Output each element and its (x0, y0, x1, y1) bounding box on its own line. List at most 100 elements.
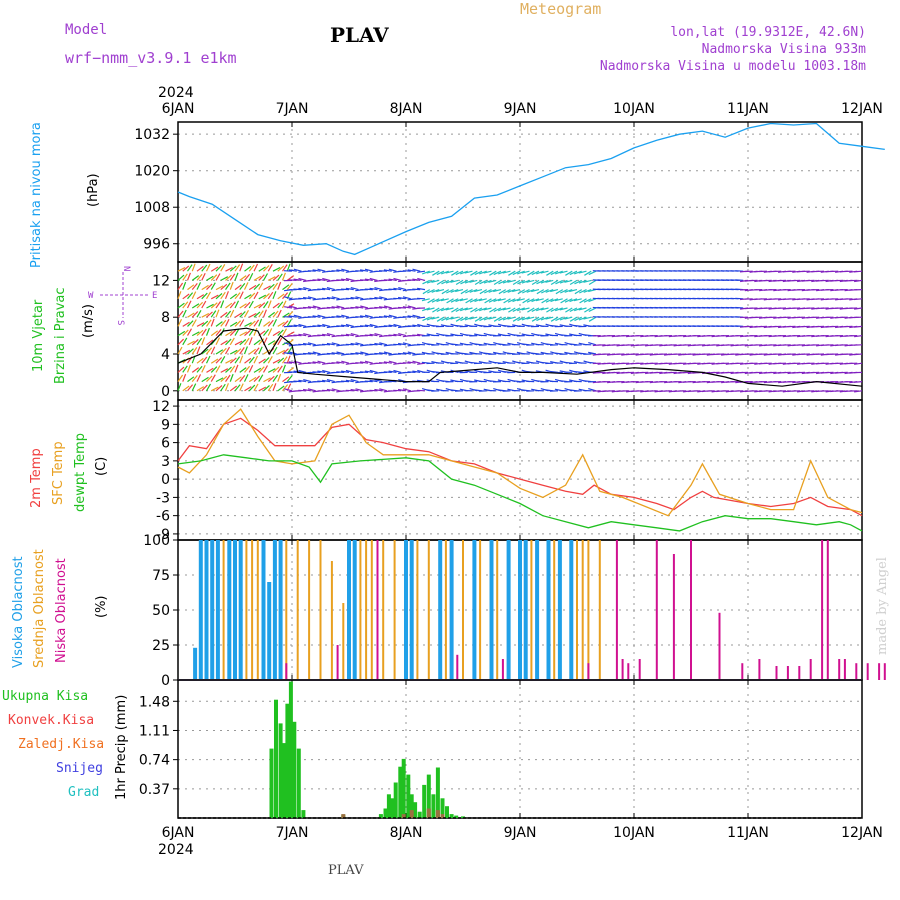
wind-barb (545, 279, 554, 283)
rain-bar (454, 815, 459, 818)
wind-barb (393, 277, 402, 281)
wind-barb (239, 355, 244, 364)
wind-barb (225, 302, 233, 309)
wind-barb (336, 361, 345, 364)
wind-barb (336, 305, 345, 309)
wind-barb (196, 337, 203, 346)
wind-barb (516, 298, 525, 302)
wind-barb (421, 298, 430, 302)
wind-barb (474, 307, 483, 312)
wind-barb (239, 303, 247, 309)
wind-barb (215, 357, 223, 364)
wind-barb (177, 346, 183, 355)
wind-barb (177, 310, 184, 318)
wind-barb (383, 279, 392, 281)
top-x-tick-label: 12JAN (841, 101, 883, 117)
wind-barb (283, 362, 293, 364)
wind-barb (379, 296, 388, 300)
wind-barb (569, 270, 578, 276)
wind-barb (206, 303, 214, 309)
wind-barb (474, 316, 483, 322)
wind-barb (388, 334, 397, 337)
wind-barb (483, 279, 492, 284)
wind-barb (177, 330, 186, 337)
rain-bar (285, 703, 290, 818)
wind-barb (341, 370, 350, 373)
frozen-rain-bar (440, 814, 445, 818)
wind-barb (229, 301, 236, 309)
low-cloud-bar (456, 654, 459, 680)
wind-barb (398, 287, 407, 291)
precip-panel: 0.37 0.74 1.11 1.48 (139, 679, 863, 819)
wind-barb (412, 370, 421, 373)
low-cloud-bar (615, 540, 618, 680)
precip-ytick-label: 1.11 (139, 723, 170, 739)
low-cloud-bar (621, 659, 624, 680)
wind-barb (341, 268, 350, 272)
wind-barb (383, 325, 392, 327)
mid-cloud-bar (581, 540, 584, 680)
wind-barb (272, 366, 280, 373)
wind-barb (286, 331, 295, 337)
wind-barb (253, 383, 259, 392)
mid-cloud-bar (587, 540, 590, 680)
wind-barb (210, 366, 218, 373)
pressure-ytick-label: 1032 (134, 127, 170, 143)
wind-barb (545, 298, 554, 303)
wind-barb (588, 307, 597, 312)
wind-barb (564, 316, 573, 320)
legend-grad: Grad (68, 785, 99, 800)
wind-barb (583, 279, 592, 283)
temp-2m-line (177, 417, 863, 517)
model-altitude-label: Nadmorska Visina u modelu 1003.18m (600, 59, 866, 74)
wind-barb (225, 366, 232, 373)
wind-barb (248, 312, 257, 318)
wind-barb (574, 289, 583, 295)
precip-unit: 1hr Precip (mm) (114, 695, 129, 800)
wind-barb (267, 283, 275, 291)
wind-barb (317, 288, 326, 291)
bottom-year: 2024 (158, 842, 194, 858)
wind-barb (201, 292, 208, 300)
wind-barb (374, 287, 383, 291)
wind-barb (488, 316, 497, 320)
wind-barb (393, 323, 402, 327)
rain-bar (274, 699, 278, 818)
wind-barb (220, 311, 228, 318)
wind-barb (431, 289, 440, 293)
frozen-rain-bar (409, 810, 414, 818)
wind-barb (540, 316, 549, 321)
mid-cloud-bar (462, 540, 464, 680)
wind-barb (464, 316, 473, 321)
wind-barb (360, 269, 369, 272)
wind-barb (336, 315, 345, 318)
wind-barb (578, 316, 587, 321)
wind-barb (284, 306, 293, 309)
wind-barb (503, 298, 511, 304)
wind-barb (455, 279, 464, 286)
wind-barb (210, 318, 215, 327)
wind-barb (378, 362, 388, 364)
wind-barb (187, 320, 194, 327)
wind-barb (258, 310, 264, 318)
wind-barb (244, 337, 250, 346)
wind-barb (483, 316, 492, 321)
wind-barb (239, 291, 244, 300)
wind-barb (263, 329, 270, 336)
wind-barb (248, 292, 256, 300)
wind-barb (355, 306, 364, 309)
wind-barb (507, 289, 516, 293)
wind-barb (460, 316, 469, 322)
wind-barb (277, 293, 285, 300)
wind-barb (286, 283, 293, 290)
wind-barb (550, 270, 559, 276)
wind-barb (421, 270, 430, 275)
wind-barb (350, 352, 359, 355)
wind-barb (191, 339, 199, 346)
wind-barb (422, 279, 431, 285)
wind-barb (588, 351, 597, 355)
wind-barb (355, 316, 364, 318)
wind-barb (182, 337, 188, 346)
wind-barb (281, 300, 287, 309)
wind-barb (388, 288, 397, 291)
